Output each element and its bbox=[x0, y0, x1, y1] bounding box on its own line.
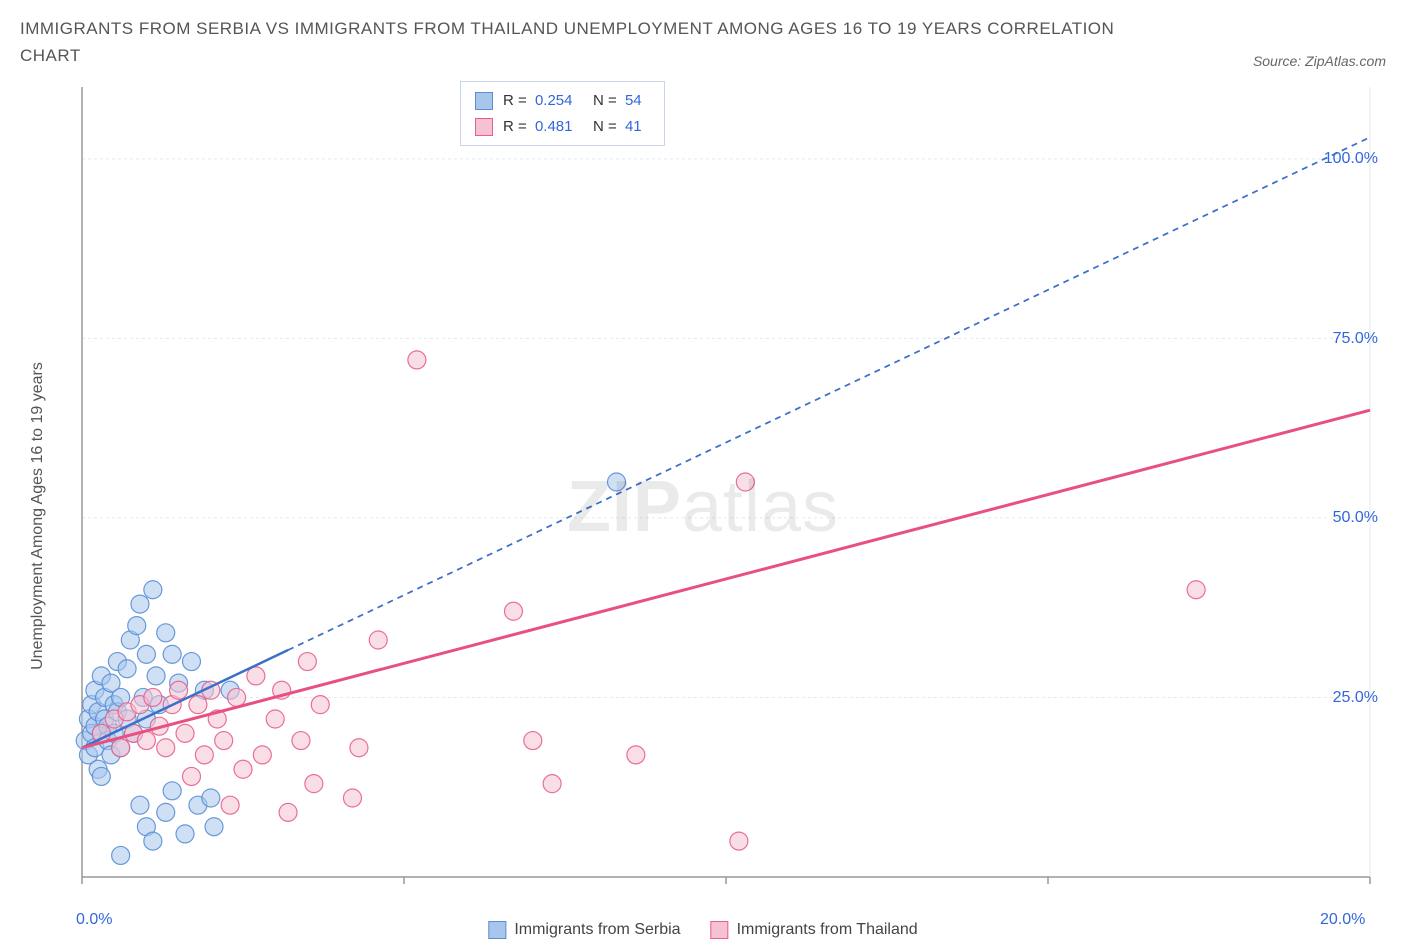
x-tick-label: 0.0% bbox=[76, 911, 112, 929]
y-tick-label: 50.0% bbox=[1333, 509, 1378, 527]
scatter-chart: Unemployment Among Ages 16 to 19 years Z… bbox=[20, 77, 1386, 937]
y-tick-label: 100.0% bbox=[1324, 150, 1378, 168]
source-label: Source: ZipAtlas.com bbox=[1253, 53, 1386, 69]
legend-swatch bbox=[475, 92, 493, 110]
legend-label: Immigrants from Thailand bbox=[737, 921, 918, 939]
series-legend: Immigrants from Serbia Immigrants from Th… bbox=[488, 921, 917, 939]
y-tick-label: 75.0% bbox=[1333, 330, 1378, 348]
chart-title: IMMIGRANTS FROM SERBIA VS IMMIGRANTS FRO… bbox=[20, 15, 1120, 69]
legend-row: R = 0.481 N = 41 bbox=[475, 114, 650, 140]
legend-label: Immigrants from Serbia bbox=[514, 921, 680, 939]
legend-swatch bbox=[488, 921, 506, 939]
legend-row: R = 0.254 N = 54 bbox=[475, 88, 650, 114]
legend-swatch bbox=[711, 921, 729, 939]
legend-item: Immigrants from Serbia bbox=[488, 921, 680, 939]
y-axis-label: Unemployment Among Ages 16 to 19 years bbox=[29, 363, 47, 671]
correlation-legend: R = 0.254 N = 54R = 0.481 N = 41 bbox=[460, 81, 665, 146]
legend-item: Immigrants from Thailand bbox=[711, 921, 918, 939]
legend-swatch bbox=[475, 118, 493, 136]
x-tick-label: 20.0% bbox=[1320, 911, 1365, 929]
y-tick-label: 25.0% bbox=[1333, 689, 1378, 707]
